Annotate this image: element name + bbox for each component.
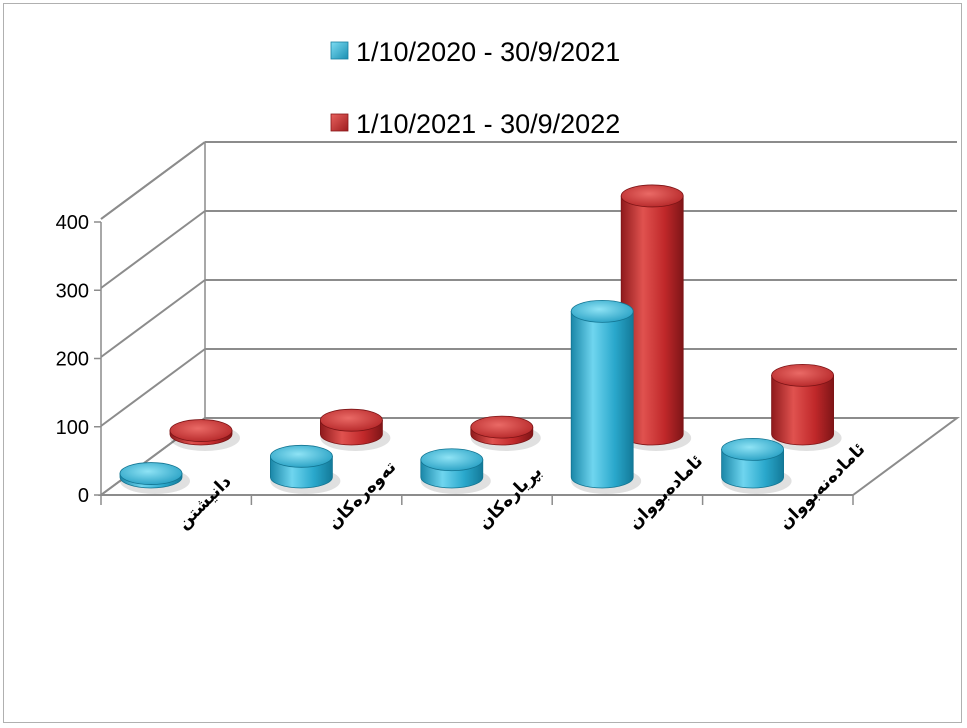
chart-frame	[3, 3, 962, 723]
legend-swatch-blue	[330, 41, 349, 60]
bar-top	[269, 444, 333, 468]
bar-top	[620, 184, 684, 208]
bar-s2-c3	[470, 415, 541, 451]
gridline-side-top	[100, 141, 206, 220]
gridline-side	[100, 210, 206, 289]
bar-top	[470, 415, 534, 439]
category-label: بڕیارەکان	[474, 462, 546, 534]
bar-top	[420, 448, 484, 472]
bar-s1-c2	[269, 444, 341, 494]
y-axis-ticks: 0 100 200 300 400	[56, 212, 101, 507]
y-tick-label: 100	[56, 417, 89, 439]
bar-s1-c3	[420, 448, 491, 494]
bars-group	[119, 184, 842, 494]
bar-top	[319, 408, 383, 432]
y-tick-label: 200	[56, 349, 89, 371]
chart-walls	[97, 141, 961, 505]
legend-swatch-red	[330, 113, 349, 132]
bar-s2-c4	[620, 184, 692, 451]
legend: 1/10/2020 - 30/9/2021 1/10/2021 - 30/9/2…	[330, 37, 620, 139]
category-label: ئامادەنەبووان	[775, 439, 869, 533]
bar-s2-c5	[771, 363, 842, 451]
bar-s1-c5	[721, 437, 792, 494]
bar-s1-c4	[570, 299, 642, 494]
bar-s2-c2	[319, 408, 391, 451]
bar-top	[721, 437, 784, 461]
legend-item-series-1: 1/10/2020 - 30/9/2021	[330, 37, 620, 67]
category-label: ئامادەبووان	[625, 451, 707, 533]
y-tick-label: 400	[56, 212, 89, 234]
legend-label-series-2: 1/10/2021 - 30/9/2022	[356, 109, 620, 139]
y-tick-label: 0	[78, 485, 89, 507]
gridline-side	[100, 279, 206, 358]
bar-s1-c1	[119, 462, 190, 494]
floor	[97, 417, 961, 496]
legend-item-series-2: 1/10/2021 - 30/9/2022	[330, 109, 620, 139]
y-tick-label: 300	[56, 280, 89, 302]
bar-body	[570, 311, 634, 489]
bar-body	[771, 374, 834, 446]
gridline-side	[100, 348, 206, 427]
legend-label-series-1: 1/10/2020 - 30/9/2021	[356, 37, 620, 67]
bar-top	[169, 419, 233, 442]
bar-s2-c1	[169, 419, 240, 451]
bar-top	[570, 299, 634, 323]
bar-top	[771, 363, 834, 387]
bar-top	[119, 462, 183, 485]
